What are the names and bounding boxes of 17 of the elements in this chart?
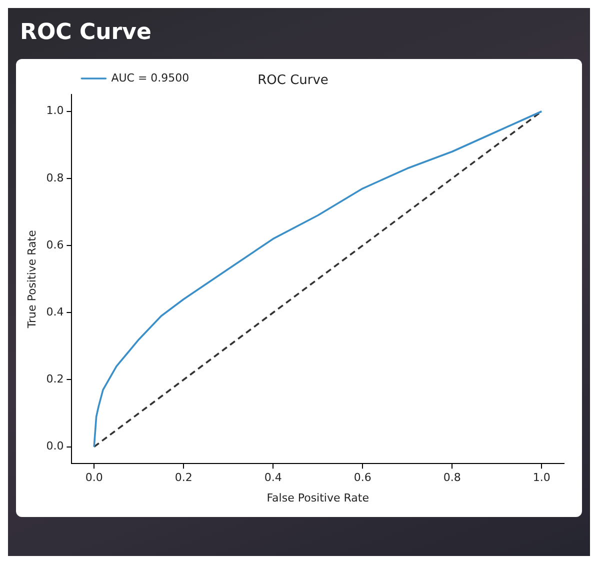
x-tick-label: 1.0: [532, 471, 550, 484]
x-tick-label: 0.2: [174, 471, 192, 484]
y-axis-title: True Positive Rate: [25, 230, 38, 330]
y-tick-label: 0.6: [46, 238, 64, 252]
x-tick-label: 0.8: [443, 471, 461, 484]
y-tick-label: 0.2: [46, 372, 64, 386]
y-tick-label: 0.4: [46, 306, 64, 319]
text: ROC Curve: [19, 19, 152, 47]
x-tick-label: 0.6: [354, 471, 372, 484]
legend-label: AUC = 0.9500: [111, 71, 190, 84]
y-tick-label: 0.0: [46, 440, 64, 453]
x-tick-label: 0.0: [85, 471, 103, 484]
y-tick-label: 0.8: [46, 171, 64, 184]
y-tick-label: 1.0: [46, 104, 64, 118]
x-tick-label: 0.4: [264, 471, 282, 484]
chart-title: ROC Curve: [258, 73, 328, 88]
x-axis-title: False Positive Rate: [266, 491, 370, 504]
